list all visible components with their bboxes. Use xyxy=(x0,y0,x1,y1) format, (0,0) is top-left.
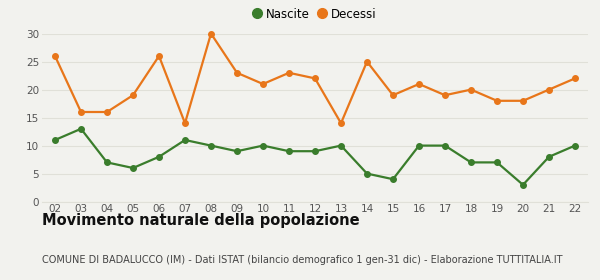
Nascite xyxy=(233,150,241,153)
Decessi xyxy=(571,77,578,80)
Nascite xyxy=(208,144,215,147)
Nascite xyxy=(130,166,137,170)
Decessi xyxy=(103,110,110,114)
Decessi xyxy=(181,122,188,125)
Line: Decessi: Decessi xyxy=(52,31,578,126)
Line: Nascite: Nascite xyxy=(52,126,578,188)
Nascite xyxy=(337,144,344,147)
Decessi xyxy=(286,71,293,74)
Nascite xyxy=(103,161,110,164)
Decessi xyxy=(442,94,449,97)
Decessi xyxy=(130,94,137,97)
Decessi xyxy=(493,99,500,102)
Decessi xyxy=(77,110,85,114)
Decessi xyxy=(52,54,59,58)
Decessi xyxy=(233,71,241,74)
Legend: Nascite, Decessi: Nascite, Decessi xyxy=(250,4,380,24)
Nascite xyxy=(77,127,85,130)
Nascite xyxy=(259,144,266,147)
Nascite xyxy=(467,161,475,164)
Decessi xyxy=(337,122,344,125)
Decessi xyxy=(259,82,266,86)
Nascite xyxy=(52,138,59,142)
Nascite xyxy=(493,161,500,164)
Decessi xyxy=(545,88,553,91)
Decessi xyxy=(415,82,422,86)
Nascite xyxy=(155,155,163,158)
Nascite xyxy=(286,150,293,153)
Decessi xyxy=(520,99,527,102)
Text: Movimento naturale della popolazione: Movimento naturale della popolazione xyxy=(42,213,359,228)
Nascite xyxy=(389,178,397,181)
Decessi xyxy=(467,88,475,91)
Decessi xyxy=(311,77,319,80)
Nascite xyxy=(545,155,553,158)
Decessi xyxy=(364,60,371,63)
Nascite xyxy=(571,144,578,147)
Nascite xyxy=(442,144,449,147)
Nascite xyxy=(181,138,188,142)
Nascite xyxy=(311,150,319,153)
Text: COMUNE DI BADALUCCO (IM) - Dati ISTAT (bilancio demografico 1 gen-31 dic) - Elab: COMUNE DI BADALUCCO (IM) - Dati ISTAT (b… xyxy=(42,255,563,265)
Decessi xyxy=(389,94,397,97)
Decessi xyxy=(208,32,215,35)
Decessi xyxy=(155,54,163,58)
Nascite xyxy=(364,172,371,175)
Nascite xyxy=(520,183,527,186)
Nascite xyxy=(415,144,422,147)
